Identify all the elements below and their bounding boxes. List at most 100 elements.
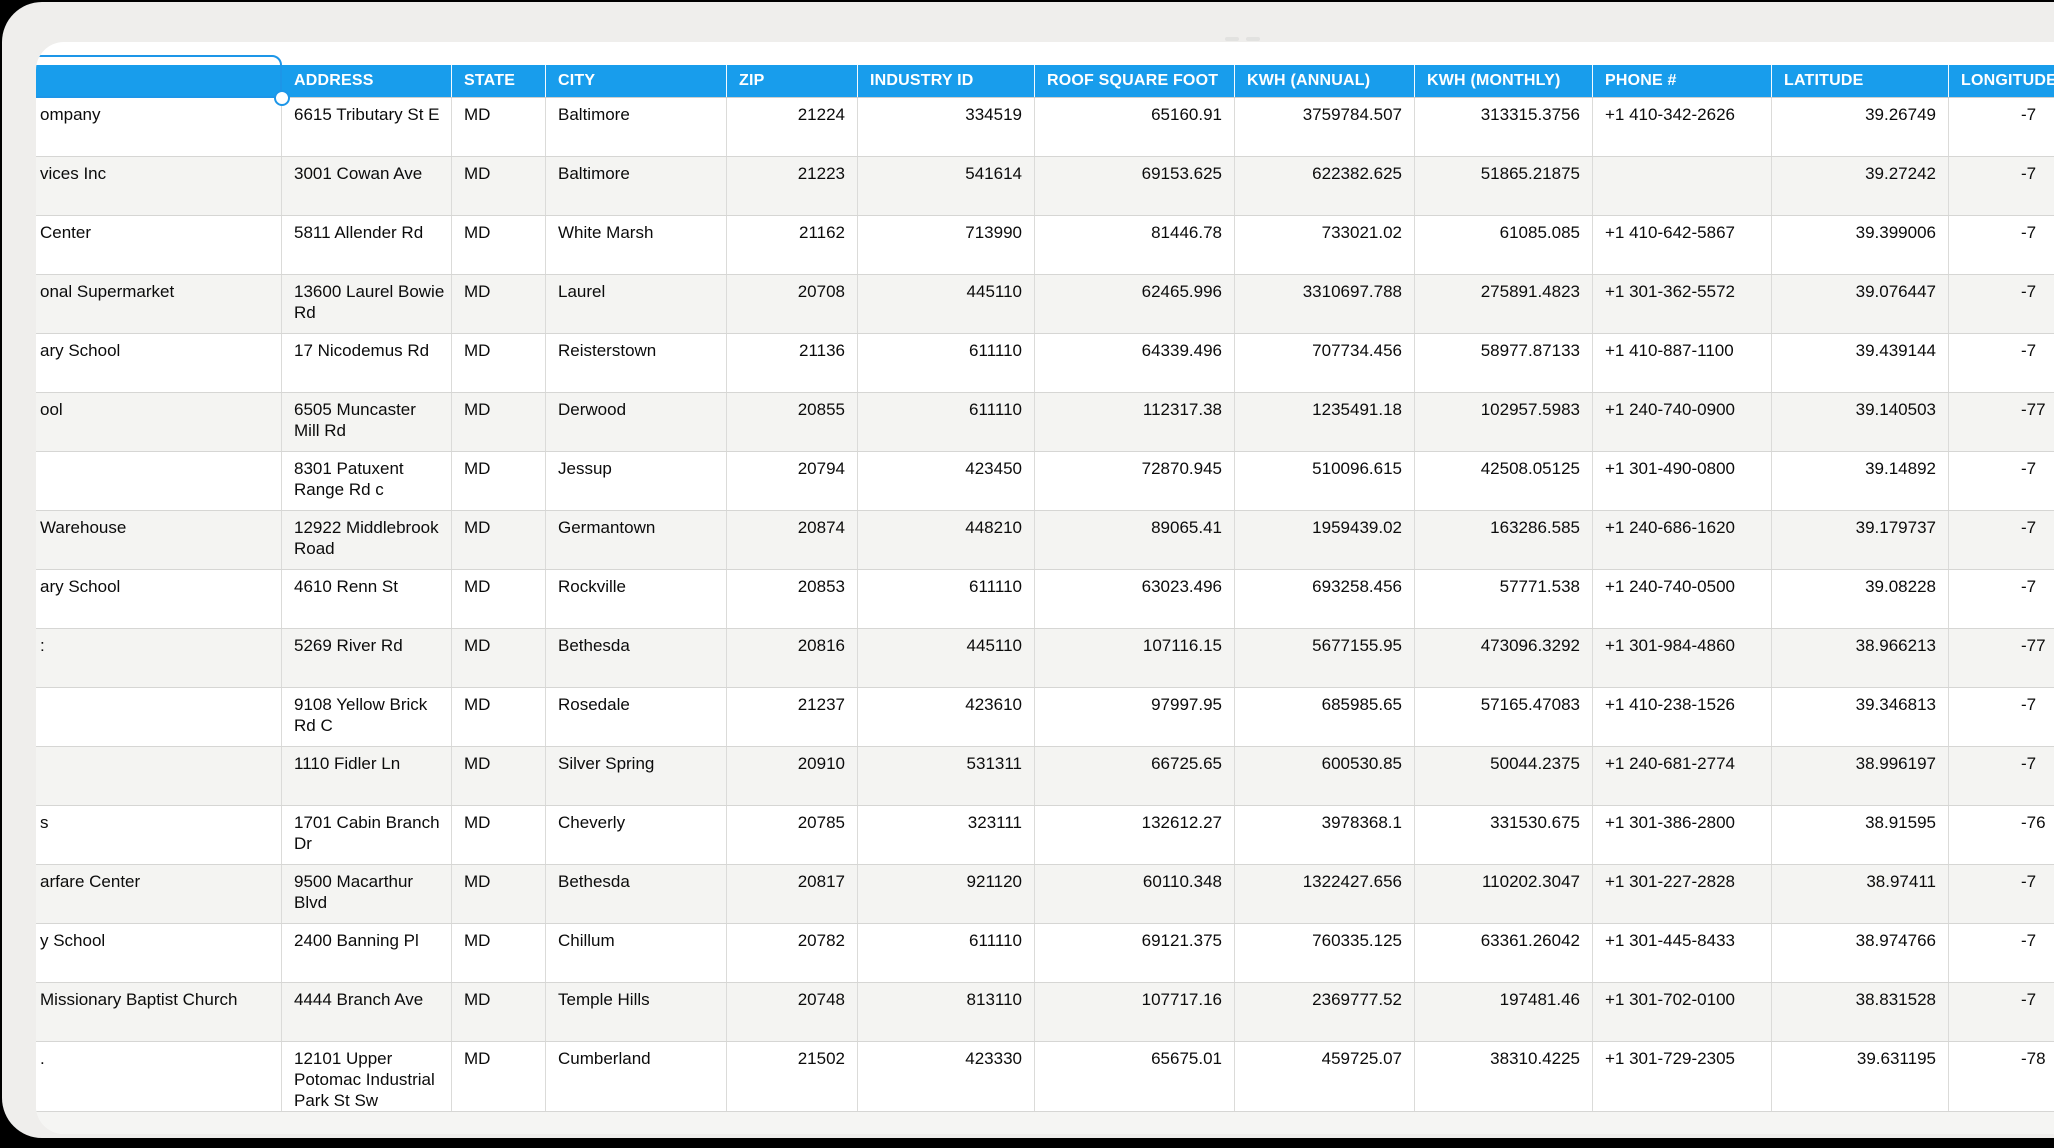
cell-zip[interactable]: 20748 [727,983,858,1041]
cell-city[interactable]: Rosedale [546,688,727,746]
cell-phone[interactable]: +1 301-445-8433 [1593,924,1772,982]
cell-phone[interactable]: +1 410-642-5867 [1593,216,1772,274]
cell-latitude[interactable]: 39.08228 [1772,570,1949,628]
cell-zip[interactable]: 20794 [727,452,858,510]
cell-kwh_annual[interactable]: 510096.615 [1235,452,1415,510]
cell-state[interactable]: MD [452,570,546,628]
cell-city[interactable]: Germantown [546,511,727,569]
column-header-longitude[interactable]: LONGITUDE [1949,65,2054,97]
column-resize-handle[interactable] [274,90,290,106]
cell-zip[interactable]: 20855 [727,393,858,451]
cell-phone[interactable]: +1 240-740-0900 [1593,393,1772,451]
cell-latitude[interactable]: 38.974766 [1772,924,1949,982]
cell-phone[interactable] [1593,157,1772,215]
cell-city[interactable]: Temple Hills [546,983,727,1041]
cell-kwh_monthly[interactable]: 197481.46 [1415,983,1593,1041]
cell-roof_sq_foot[interactable]: 89065.41 [1035,511,1235,569]
cell-city[interactable]: Baltimore [546,98,727,156]
cell-state[interactable]: MD [452,511,546,569]
cell-address[interactable]: 4610 Renn St [282,570,452,628]
cell-kwh_annual[interactable]: 2369777.52 [1235,983,1415,1041]
cell-industry_id[interactable]: 334519 [858,98,1035,156]
cell-roof_sq_foot[interactable]: 112317.38 [1035,393,1235,451]
cell-latitude[interactable]: 39.439144 [1772,334,1949,392]
cell-longitude[interactable]: -77 [1949,393,2054,451]
cell-kwh_monthly[interactable]: 42508.05125 [1415,452,1593,510]
cell-address[interactable]: 9108 Yellow Brick Rd C [282,688,452,746]
cell-state[interactable]: MD [452,806,546,864]
cell-phone[interactable]: +1 301-490-0800 [1593,452,1772,510]
cell-longitude[interactable]: -7 [1949,275,2054,333]
cell-city[interactable]: Cumberland [546,1042,727,1111]
cell-zip[interactable]: 20785 [727,806,858,864]
cell-name[interactable]: Warehouse [36,511,282,569]
column-header-kwh_monthly[interactable]: KWH (MONTHLY) [1415,65,1593,97]
cell-roof_sq_foot[interactable]: 81446.78 [1035,216,1235,274]
cell-kwh_annual[interactable]: 1322427.656 [1235,865,1415,923]
cell-city[interactable]: Silver Spring [546,747,727,805]
cell-latitude[interactable]: 39.399006 [1772,216,1949,274]
cell-state[interactable]: MD [452,157,546,215]
cell-kwh_monthly[interactable]: 50044.2375 [1415,747,1593,805]
cell-zip[interactable]: 21237 [727,688,858,746]
cell-state[interactable]: MD [452,747,546,805]
cell-latitude[interactable]: 38.966213 [1772,629,1949,687]
cell-kwh_monthly[interactable]: 102957.5983 [1415,393,1593,451]
cell-phone[interactable]: +1 240-681-2774 [1593,747,1772,805]
cell-phone[interactable]: +1 301-227-2828 [1593,865,1772,923]
column-header-name[interactable] [36,65,282,97]
cell-longitude[interactable]: -7 [1949,747,2054,805]
column-header-roof_sq_foot[interactable]: ROOF SQUARE FOOT [1035,65,1235,97]
cell-zip[interactable]: 20874 [727,511,858,569]
cell-phone[interactable]: +1 301-386-2800 [1593,806,1772,864]
cell-city[interactable]: Reisterstown [546,334,727,392]
cell-latitude[interactable]: 39.27242 [1772,157,1949,215]
cell-city[interactable]: White Marsh [546,216,727,274]
cell-name[interactable]: s [36,806,282,864]
cell-kwh_annual[interactable]: 693258.456 [1235,570,1415,628]
cell-roof_sq_foot[interactable]: 65675.01 [1035,1042,1235,1111]
cell-kwh_annual[interactable]: 760335.125 [1235,924,1415,982]
cell-phone[interactable]: +1 240-740-0500 [1593,570,1772,628]
cell-kwh_annual[interactable]: 3978368.1 [1235,806,1415,864]
cell-zip[interactable]: 20816 [727,629,858,687]
cell-zip[interactable]: 20910 [727,747,858,805]
cell-address[interactable]: 17 Nicodemus Rd [282,334,452,392]
column-header-latitude[interactable]: LATITUDE [1772,65,1949,97]
cell-longitude[interactable]: -7 [1949,865,2054,923]
cell-kwh_monthly[interactable]: 51865.21875 [1415,157,1593,215]
cell-longitude[interactable]: -7 [1949,98,2054,156]
column-header-address[interactable]: ADDRESS [282,65,452,97]
cell-latitude[interactable]: 39.076447 [1772,275,1949,333]
cell-zip[interactable]: 20708 [727,275,858,333]
cell-name[interactable]: onal Supermarket [36,275,282,333]
cell-kwh_annual[interactable]: 685985.65 [1235,688,1415,746]
column-header-zip[interactable]: ZIP [727,65,858,97]
cell-longitude[interactable]: -7 [1949,452,2054,510]
cell-kwh_monthly[interactable]: 61085.085 [1415,216,1593,274]
cell-longitude[interactable]: -7 [1949,511,2054,569]
cell-address[interactable]: 6615 Tributary St E [282,98,452,156]
cell-address[interactable]: 12922 Middlebrook Road [282,511,452,569]
cell-address[interactable]: 4444 Branch Ave [282,983,452,1041]
cell-state[interactable]: MD [452,688,546,746]
cell-kwh_annual[interactable]: 5677155.95 [1235,629,1415,687]
cell-roof_sq_foot[interactable]: 63023.496 [1035,570,1235,628]
cell-longitude[interactable]: -7 [1949,334,2054,392]
cell-name[interactable]: ompany [36,98,282,156]
cell-phone[interactable]: +1 410-342-2626 [1593,98,1772,156]
cell-latitude[interactable]: 39.346813 [1772,688,1949,746]
cell-name[interactable]: ary School [36,570,282,628]
cell-latitude[interactable]: 38.97411 [1772,865,1949,923]
cell-city[interactable]: Cheverly [546,806,727,864]
cell-longitude[interactable]: -7 [1949,157,2054,215]
cell-kwh_annual[interactable]: 600530.85 [1235,747,1415,805]
cell-longitude[interactable]: -7 [1949,688,2054,746]
cell-latitude[interactable]: 39.14892 [1772,452,1949,510]
cell-longitude[interactable]: -7 [1949,983,2054,1041]
cell-roof_sq_foot[interactable]: 97997.95 [1035,688,1235,746]
cell-phone[interactable]: +1 301-362-5572 [1593,275,1772,333]
cell-zip[interactable]: 21223 [727,157,858,215]
cell-city[interactable]: Bethesda [546,865,727,923]
cell-kwh_monthly[interactable]: 63361.26042 [1415,924,1593,982]
